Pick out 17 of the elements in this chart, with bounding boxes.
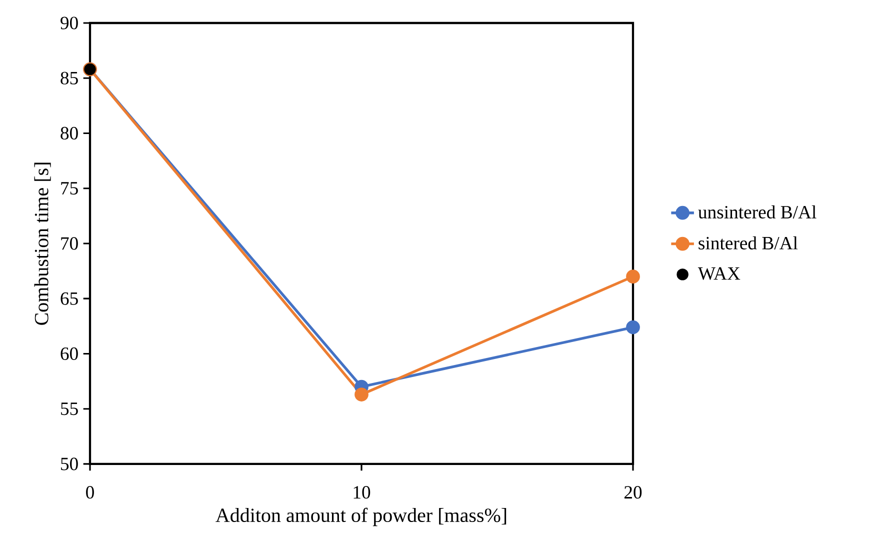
legend-label: unsintered B/Al <box>698 205 816 219</box>
y-tick-label: 70 <box>61 237 78 250</box>
y-tick-label: 85 <box>60 72 78 84</box>
x-tick-label: 20 <box>624 486 642 499</box>
y-tick-label: 50 <box>61 458 78 470</box>
x-tick-label: 10 <box>354 486 370 499</box>
y-tick-label: 80 <box>60 126 78 140</box>
x-tick-label: 0 <box>86 486 94 499</box>
y-tick-label: 65 <box>60 292 78 305</box>
x-axis-title: Additon amount of powder [mass%] <box>216 508 506 526</box>
y-tick-label: 55 <box>61 402 78 416</box>
y-tick-label: 60 <box>60 347 78 360</box>
y-tick-label: 75 <box>61 182 78 195</box>
y-tick-label: 90 <box>60 16 78 30</box>
legend-label: WAX <box>698 267 740 280</box>
legend-label: sintered B/Al <box>698 236 798 250</box>
y-axis-title: Combustion time [s] <box>34 162 51 325</box>
